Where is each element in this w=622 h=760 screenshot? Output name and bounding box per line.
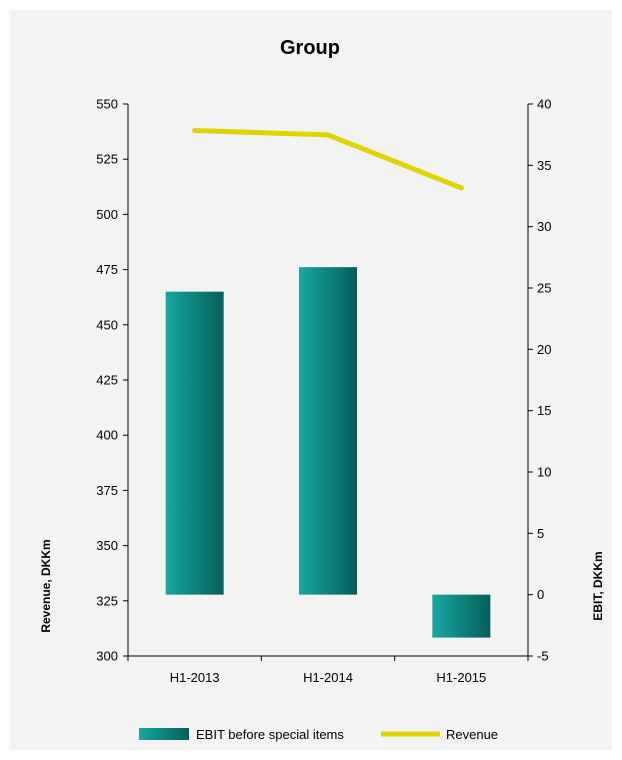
x-axis-ticks: H1-2013 H1-2014 H1-2015 xyxy=(127,656,529,685)
x-tick-label: H1-2014 xyxy=(303,670,353,685)
line-series xyxy=(192,127,464,191)
left-tick-label: 325 xyxy=(96,593,118,608)
right-axis-ticks: -5 0 5 10 15 20 25 30 35 40 xyxy=(528,97,551,664)
left-axis-ticks: 300 325 350 375 400 425 450 475 500 525 550 xyxy=(96,97,128,664)
chart-canvas: Group 300325350375400425450475500525550 … xyxy=(39,37,605,742)
left-tick-label: 425 xyxy=(96,373,118,388)
right-tick-label: 20 xyxy=(537,342,551,357)
x-tick-label: H1-2015 xyxy=(436,670,486,685)
right-tick-label: 10 xyxy=(537,465,551,480)
left-axis-title: Revenue, DKKm xyxy=(39,539,53,632)
legend-label-revenue: Revenue xyxy=(446,727,498,742)
right-axis-title: EBIT, DKKm xyxy=(591,551,605,620)
x-tick-label: H1-2013 xyxy=(170,670,220,685)
ebit-bar xyxy=(432,594,491,638)
right-tick-label: 0 xyxy=(537,587,544,602)
right-tick-label: 25 xyxy=(537,281,551,296)
left-tick-label: 375 xyxy=(96,483,118,498)
right-tick-label: 5 xyxy=(537,526,544,541)
left-tick-label: 450 xyxy=(96,317,118,332)
legend: EBIT before special items Revenue xyxy=(139,727,498,742)
left-tick-label: 550 xyxy=(96,97,118,112)
right-tick-label: -5 xyxy=(537,649,549,664)
legend-swatch-ebit xyxy=(139,728,189,740)
left-tick-label: 525 xyxy=(96,152,118,167)
axes xyxy=(127,104,529,657)
bar-series xyxy=(165,267,491,638)
left-tick-label: 500 xyxy=(96,207,118,222)
right-tick-label: 15 xyxy=(537,403,551,418)
chart-title: Group xyxy=(280,37,340,59)
revenue-line xyxy=(192,127,464,191)
ebit-bar xyxy=(299,267,357,595)
chart-panel: Group 300 325 350 375 400 425 450 475 500 525 550 … xyxy=(10,10,612,750)
legend-label-ebit: EBIT before special items xyxy=(196,727,344,742)
right-tick-label: 40 xyxy=(537,97,551,112)
right-tick-label: 30 xyxy=(537,219,551,234)
left-tick-label: 350 xyxy=(96,538,118,553)
ebit-bar xyxy=(165,291,224,595)
left-tick-label: 300 xyxy=(96,649,118,664)
right-tick-label: 35 xyxy=(537,158,551,173)
left-tick-label: 475 xyxy=(96,262,118,277)
left-tick-label: 400 xyxy=(96,428,118,443)
